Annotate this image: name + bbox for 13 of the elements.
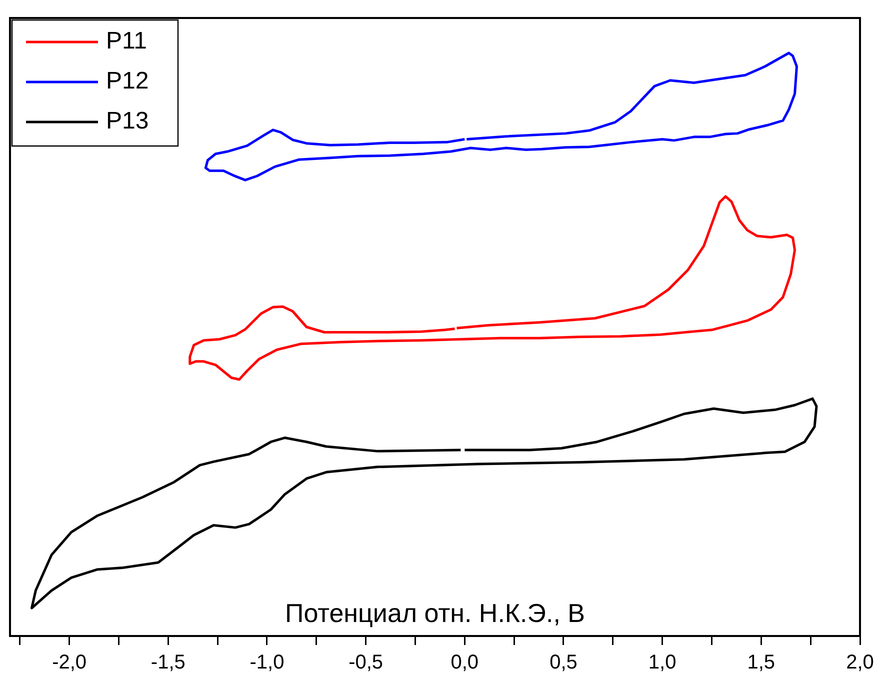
x-tick-label: 1,5: [747, 652, 776, 674]
x-tick-label: -2,0: [52, 652, 87, 674]
legend-label: P12: [106, 68, 149, 95]
x-tick-label: 2,0: [846, 652, 874, 674]
x-tick-label: -1,5: [150, 652, 186, 674]
x-tick-label: -1,0: [250, 652, 284, 674]
x-tick-label: -0,5: [348, 652, 384, 674]
x-tick-label: 1,0: [648, 652, 676, 674]
x-tick-label: 0,0: [450, 652, 479, 674]
x-axis-title: Потенциал отн. Н.К.Э., В: [285, 598, 585, 628]
x-tick-label: 0,5: [550, 652, 578, 674]
legend-label: P13: [106, 108, 149, 135]
legend-label: P11: [106, 28, 147, 55]
